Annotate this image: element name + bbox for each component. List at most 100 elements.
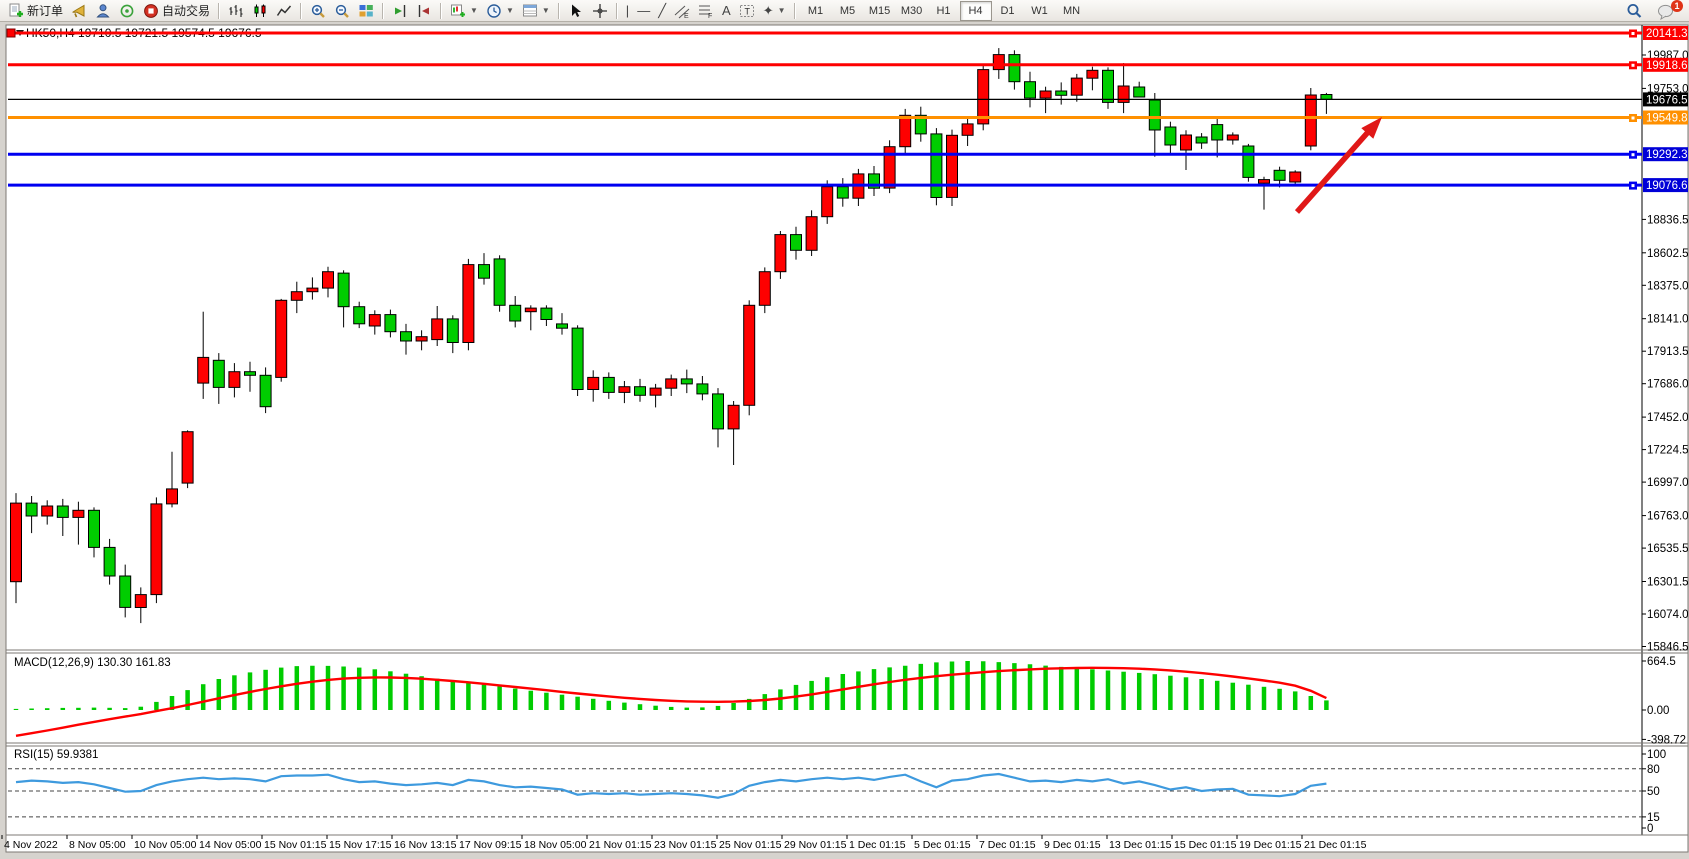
periods-button[interactable]: ▼ — [482, 0, 518, 22]
tile-windows-button[interactable] — [354, 0, 378, 22]
arrows-button[interactable]: ✦ ▼ — [759, 0, 790, 22]
community-button[interactable] — [91, 0, 115, 22]
horizontal-line-button[interactable]: — — [633, 0, 654, 22]
toolbar-group-chart-type — [224, 0, 296, 22]
main-toolbar: 新订单 自动交易 ▼ ▼ ▼ | — ╱ E F A T ✦ ▼ M1 M5 M15 M30 H1 H4 D1 W1 MN 1 — [0, 0, 1689, 22]
price-badge-19676.5: 19676.5 — [1643, 92, 1688, 107]
time-axis[interactable]: 4 Nov 2022 8 Nov 05:00 10 Nov 05:00 14 Nov … — [1, 835, 1367, 851]
zoom-in-button[interactable] — [306, 0, 330, 22]
toolbar-separator — [382, 2, 385, 19]
arrows-icon: ✦ — [762, 2, 774, 18]
megaphone-icon — [71, 3, 87, 19]
chart-canvas[interactable]: HK50,H4 19710.5 19721.5 19574.5 19676.51… — [0, 22, 1689, 859]
templates-button[interactable]: ▼ — [518, 0, 554, 22]
chevron-down-icon: ▼ — [505, 6, 514, 15]
rsi-pane: RSI(15) 59.9381 100 80 50 150 — [8, 749, 1666, 835]
fibonacci-button[interactable]: F — [694, 0, 718, 22]
timeframe-mn-button[interactable]: MN — [1062, 4, 1081, 17]
zoom-out-button[interactable] — [330, 0, 354, 22]
svg-text:5 Dec 01:15: 5 Dec 01:15 — [914, 839, 971, 851]
price-badge-19292.3: 19292.3 — [1643, 147, 1688, 162]
svg-text:16763.0: 16763.0 — [1647, 511, 1689, 523]
cursor-button[interactable] — [564, 0, 588, 22]
megaphone-button[interactable] — [67, 0, 91, 22]
macd-scale[interactable]: 664.5 0.00 -398.72 — [1642, 656, 1686, 746]
svg-text:16535.5: 16535.5 — [1647, 543, 1689, 555]
new-chart-button[interactable]: ▼ — [446, 0, 482, 22]
horizontal-line-19292.3[interactable] — [8, 150, 1642, 159]
svg-text:7 Dec 01:15: 7 Dec 01:15 — [979, 839, 1036, 851]
svg-text:20141.3: 20141.3 — [1646, 28, 1688, 40]
svg-text:17452.0: 17452.0 — [1647, 412, 1689, 424]
svg-text:1 Dec 01:15: 1 Dec 01:15 — [849, 839, 906, 851]
search-button[interactable] — [1621, 0, 1647, 22]
horizontal-line-19918.6[interactable] — [8, 61, 1642, 70]
svg-text:0.00: 0.00 — [1647, 705, 1669, 717]
new-chart-icon — [450, 3, 466, 19]
chevron-down-icon: ▼ — [777, 6, 786, 15]
crosshair-button[interactable] — [588, 0, 612, 22]
broadcast-icon — [119, 3, 135, 19]
equidistant-channel-button[interactable]: E — [670, 0, 694, 22]
svg-text:14 Nov 05:00: 14 Nov 05:00 — [199, 839, 262, 851]
fibonacci-icon: F — [698, 3, 714, 19]
line-chart-icon — [276, 3, 292, 19]
timeframe-m30-button[interactable]: M30 — [900, 4, 923, 17]
horizontal-line-19549.8[interactable] — [8, 114, 1642, 122]
svg-text:16 Nov 13:15: 16 Nov 13:15 — [394, 839, 457, 851]
equidistant-channel-icon: E — [674, 3, 690, 19]
trendline-button[interactable]: ╱ — [654, 0, 670, 22]
candlestick-chart-button[interactable] — [248, 0, 272, 22]
broadcast-button[interactable] — [115, 0, 139, 22]
price-axis[interactable]: 19987.019753.018836.518602.518375.018141… — [1642, 26, 1689, 654]
horizontal-line-19076.6[interactable] — [8, 181, 1642, 190]
toolbar-group-scroll — [388, 0, 436, 22]
auto-scroll-button[interactable] — [388, 0, 412, 22]
rsi-scale[interactable]: 100 80 50 150 — [1642, 749, 1666, 835]
svg-text:21 Dec 01:15: 21 Dec 01:15 — [1304, 839, 1367, 851]
text-label-button[interactable]: T — [735, 0, 759, 22]
chart-shift-button[interactable] — [412, 0, 436, 22]
chat-button[interactable]: 1 — [1653, 0, 1683, 22]
text-label-icon: T — [739, 3, 755, 19]
bar-chart-button[interactable] — [224, 0, 248, 22]
timeframe-m15-button[interactable]: M15 — [868, 4, 891, 17]
svg-text:15: 15 — [1647, 812, 1660, 824]
timeframe-h4-button[interactable]: H4 — [959, 0, 992, 21]
autotrading-button[interactable]: 自动交易 — [139, 0, 214, 22]
new-order-button[interactable]: 新订单 — [4, 0, 67, 22]
text-button[interactable]: A — [718, 0, 735, 22]
svg-text:19076.6: 19076.6 — [1646, 180, 1688, 192]
timeframe-h1-button[interactable]: H1 — [936, 4, 951, 17]
svg-text:21 Nov 01:15: 21 Nov 01:15 — [589, 839, 652, 851]
svg-text:664.5: 664.5 — [1647, 656, 1676, 668]
svg-text:17 Nov 09:15: 17 Nov 09:15 — [459, 839, 522, 851]
svg-text:19549.8: 19549.8 — [1646, 113, 1688, 125]
macd-label: MACD(12,26,9) 130.30 161.83 — [14, 657, 171, 669]
price-badge-19076.6: 19076.6 — [1643, 178, 1688, 193]
chevron-down-icon: ▼ — [541, 6, 550, 15]
svg-text:15 Nov 17:15: 15 Nov 17:15 — [329, 839, 392, 851]
timeframe-w1-button[interactable]: W1 — [1031, 4, 1048, 17]
svg-text:15846.5: 15846.5 — [1647, 642, 1689, 654]
svg-text:80: 80 — [1647, 764, 1660, 776]
timeframe-d1-button[interactable]: D1 — [1000, 4, 1015, 17]
timeframe-m5-button[interactable]: M5 — [839, 4, 856, 17]
line-chart-button[interactable] — [272, 0, 296, 22]
chart-window[interactable]: HK50,H4 19710.5 19721.5 19574.5 19676.5 1… — [0, 22, 1689, 859]
vertical-line-button[interactable]: | — [622, 0, 633, 22]
text-icon: A — [722, 2, 731, 18]
svg-text:8 Nov 05:00: 8 Nov 05:00 — [69, 839, 126, 851]
svg-text:18375.0: 18375.0 — [1647, 280, 1689, 292]
svg-text:T: T — [744, 6, 750, 16]
trend-arrow-annotation[interactable] — [1294, 117, 1382, 214]
horizontal-line-20141.3[interactable] — [6, 28, 1642, 38]
rsi-line — [15, 772, 1327, 799]
svg-text:17913.5: 17913.5 — [1647, 346, 1689, 358]
svg-text:50: 50 — [1647, 786, 1660, 798]
toolbar-separator — [440, 2, 443, 19]
chevron-down-icon: ▼ — [470, 6, 478, 15]
svg-text:29 Nov 01:15: 29 Nov 01:15 — [784, 839, 847, 851]
timeframe-m1-button[interactable]: M1 — [807, 4, 824, 17]
